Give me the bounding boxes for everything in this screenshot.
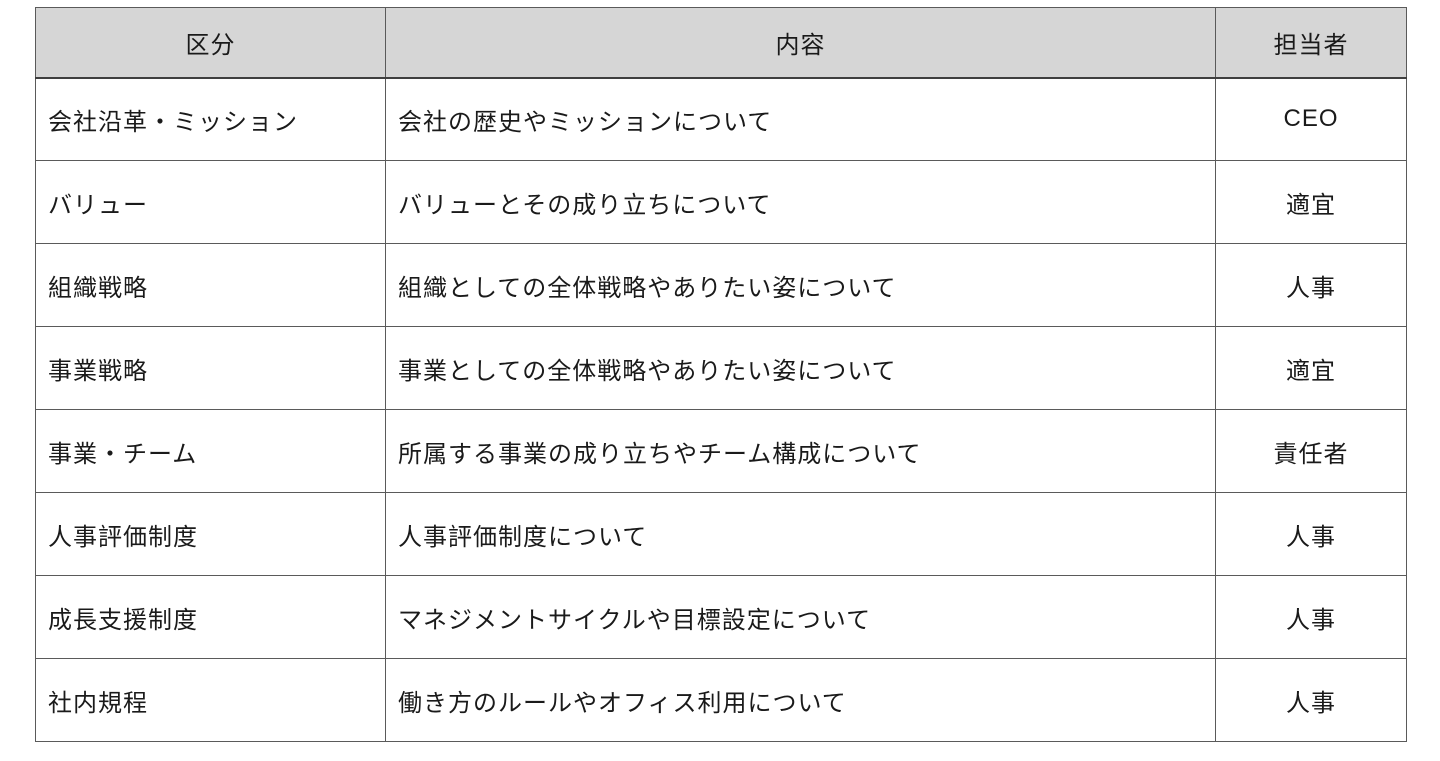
owner-cell: 適宜 [1215,326,1407,410]
table-row: 社内規程 働き方のルールやオフィス利用について 人事 [35,658,1407,742]
header-cell-category: 区分 [35,7,386,79]
table-row: 事業戦略 事業としての全体戦略やありたい姿について 適宜 [35,326,1407,410]
owner-cell: 人事 [1215,492,1407,576]
content-cell: 会社の歴史やミッションについて [385,77,1216,161]
content-cell: 働き方のルールやオフィス利用について [385,658,1216,742]
owner-cell: 人事 [1215,575,1407,659]
content-cell: マネジメントサイクルや目標設定について [385,575,1216,659]
category-cell: 事業・チーム [35,409,386,493]
category-cell: バリュー [35,160,386,244]
content-cell: 事業としての全体戦略やありたい姿について [385,326,1216,410]
category-cell: 会社沿革・ミッション [35,77,386,161]
category-cell: 社内規程 [35,658,386,742]
table-row: 人事評価制度 人事評価制度について 人事 [35,492,1407,576]
table-row: 会社沿革・ミッション 会社の歴史やミッションについて CEO [35,77,1407,161]
owner-cell: 人事 [1215,658,1407,742]
table-header: 区分 内容 担当者 [35,7,1407,79]
category-cell: 組織戦略 [35,243,386,327]
category-cell: 事業戦略 [35,326,386,410]
table-row: バリュー バリューとその成り立ちについて 適宜 [35,160,1407,244]
table-row: 組織戦略 組織としての全体戦略やありたい姿について 人事 [35,243,1407,327]
content-cell: 所属する事業の成り立ちやチーム構成について [385,409,1216,493]
content-cell: 組織としての全体戦略やありたい姿について [385,243,1216,327]
table-body: 会社沿革・ミッション 会社の歴史やミッションについて CEO バリュー バリュー… [35,77,1407,742]
owner-cell: CEO [1215,77,1407,161]
content-cell: バリューとその成り立ちについて [385,160,1216,244]
header-cell-owner: 担当者 [1215,7,1407,79]
table-row: 成長支援制度 マネジメントサイクルや目標設定について 人事 [35,575,1407,659]
owner-cell: 責任者 [1215,409,1407,493]
orientation-schedule-table: 区分 内容 担当者 会社沿革・ミッション 会社の歴史やミッションについて CEO… [35,7,1407,742]
owner-cell: 適宜 [1215,160,1407,244]
content-cell: 人事評価制度について [385,492,1216,576]
header-cell-content: 内容 [385,7,1216,79]
owner-cell: 人事 [1215,243,1407,327]
category-cell: 成長支援制度 [35,575,386,659]
category-cell: 人事評価制度 [35,492,386,576]
table-row: 事業・チーム 所属する事業の成り立ちやチーム構成について 責任者 [35,409,1407,493]
header-row: 区分 内容 担当者 [35,7,1407,79]
